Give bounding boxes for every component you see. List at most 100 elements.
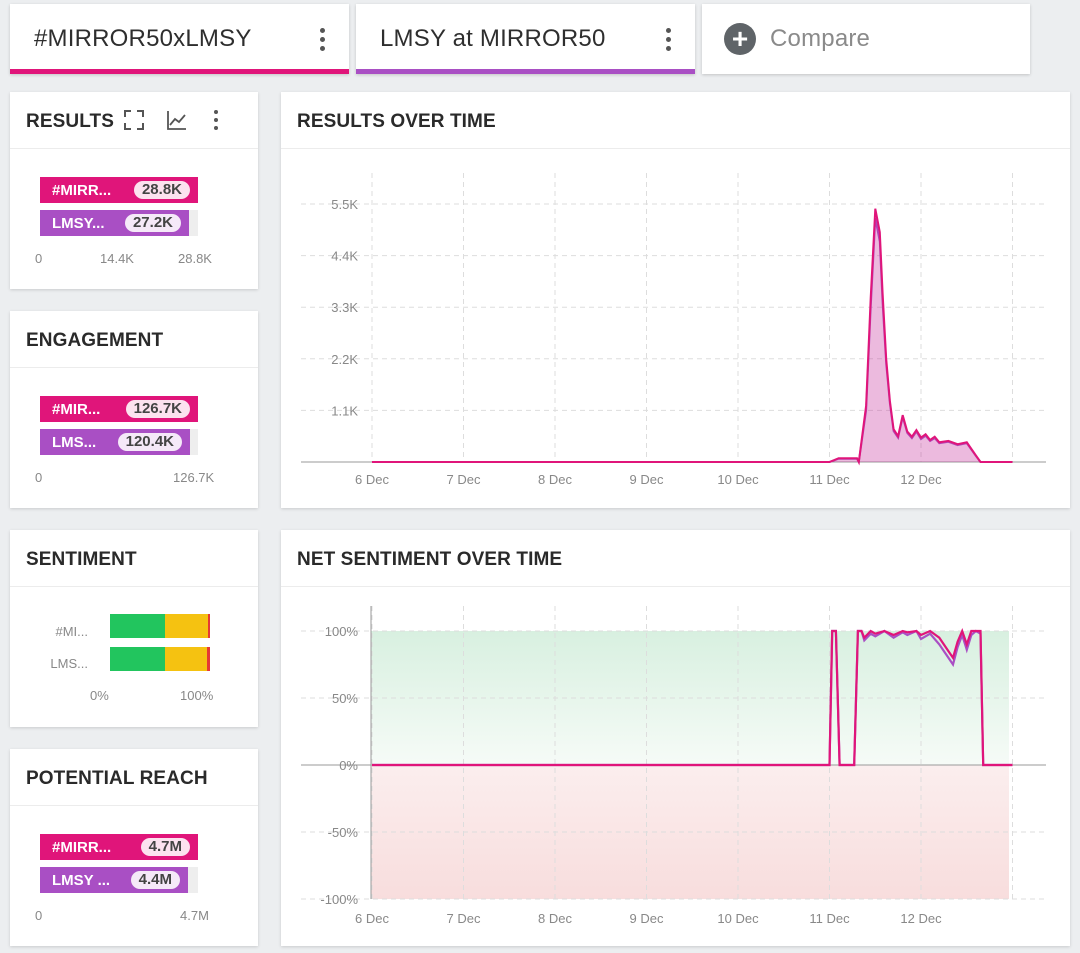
series-line xyxy=(372,217,1013,466)
y-tick-label: 3.3K xyxy=(331,300,358,315)
x-tick-label: 11 Dec xyxy=(809,911,850,926)
x-tick-label: 8 Dec xyxy=(538,472,572,487)
x-tick-label: 8 Dec xyxy=(538,911,572,926)
y-tick-label: 0% xyxy=(339,758,358,773)
x-tick-label: 9 Dec xyxy=(630,472,664,487)
neutral-segment xyxy=(165,647,207,671)
x-tick-label: 12 Dec xyxy=(900,911,942,926)
y-tick-label: 2.2K xyxy=(331,352,358,367)
reach-bar-lmsy[interactable]: LMSY ... 4.4M xyxy=(40,867,188,893)
net-sentiment-over-time-title: NET SENTIMENT OVER TIME xyxy=(297,549,563,570)
bar-value: 126.7K xyxy=(125,400,190,418)
tab-color-bar xyxy=(10,69,349,74)
axis-tick: 0% xyxy=(90,688,109,703)
potential-reach-title: POTENTIAL REACH xyxy=(26,768,208,789)
engagement-bar-lmsy[interactable]: LMS... 120.4K xyxy=(40,429,190,455)
x-tick-label: 9 Dec xyxy=(630,911,664,926)
bar-label: LMSY ... xyxy=(52,871,111,889)
y-tick-label: 100% xyxy=(325,624,359,639)
x-tick-label: 7 Dec xyxy=(447,911,481,926)
x-tick-label: 12 Dec xyxy=(900,472,942,487)
results-bar-lmsy[interactable]: LMSY... 27.2K xyxy=(40,210,189,236)
net-sentiment-over-time-card: NET SENTIMENT OVER TIME 100% 50% 0% -50% -10… xyxy=(281,530,1070,946)
x-tick-label: 6 Dec xyxy=(355,472,389,487)
negative-segment xyxy=(208,614,210,638)
axis-tick: 4.7M xyxy=(180,908,209,923)
net-sentiment-over-time-chart[interactable]: 100% 50% 0% -50% -100% 6 Dec 7 Dec 8 Dec 9 Dec 10… xyxy=(281,586,1070,946)
y-tick-label: -50% xyxy=(328,825,359,840)
y-tick-label: 4.4K xyxy=(331,249,358,264)
axis-tick: 126.7K xyxy=(173,470,215,485)
sentiment-bar-lmsy[interactable] xyxy=(110,647,210,671)
results-over-time-card: RESULTS OVER TIME 1.1K 2.2K 3.3K 4.4K 5.5K 6 … xyxy=(281,92,1070,508)
axis-tick: 0 xyxy=(35,908,43,923)
bar-label: LMS... xyxy=(52,433,97,451)
engagement-bar-mirror[interactable]: #MIR... 126.7K xyxy=(40,396,198,422)
positive-segment xyxy=(110,614,165,638)
sentiment-title: SENTIMENT xyxy=(26,549,137,570)
axis-tick: 28.8K xyxy=(178,251,212,266)
more-vert-icon[interactable] xyxy=(653,24,683,54)
bar-value: 4.4M xyxy=(130,871,180,889)
divider xyxy=(10,148,258,149)
divider xyxy=(281,148,1070,149)
y-tick-label: 1.1K xyxy=(331,403,358,418)
tab-label: LMSY at MIRROR50 xyxy=(380,25,606,52)
x-tick-label: 10 Dec xyxy=(717,472,759,487)
sentiment-row-label: #MI... xyxy=(55,624,88,639)
sentiment-card: SENTIMENT #MI... LMS... 0% 100% xyxy=(10,530,258,727)
axis-tick: 0 xyxy=(35,251,43,266)
x-tick-label: 10 Dec xyxy=(717,911,759,926)
axis-tick: 100% xyxy=(180,688,214,703)
divider xyxy=(10,805,258,806)
results-bar-mirror[interactable]: #MIRR... 28.8K xyxy=(40,177,198,203)
x-tick-label: 6 Dec xyxy=(355,911,389,926)
bar-value: 28.8K xyxy=(133,181,190,199)
bar-label: #MIRR... xyxy=(52,181,112,199)
series-line xyxy=(372,627,1013,767)
more-vert-icon[interactable] xyxy=(307,24,337,54)
series-area xyxy=(372,208,1013,462)
axis-tick: 14.4K xyxy=(100,251,134,266)
positive-segment xyxy=(110,647,165,671)
fullscreen-icon[interactable] xyxy=(123,109,145,131)
tab-lmsy-at-mirror50[interactable]: LMSY at MIRROR50 xyxy=(356,4,695,74)
results-title: RESULTS xyxy=(26,111,114,132)
reach-bar-mirror[interactable]: #MIRR... 4.7M xyxy=(40,834,198,860)
sentiment-row-label: LMS... xyxy=(50,656,88,671)
tab-mirror50xlmsy[interactable]: #MIRROR50xLMSY xyxy=(10,4,349,74)
series-line xyxy=(372,208,1013,466)
y-tick-label: 5.5K xyxy=(331,197,358,212)
line-chart-icon[interactable] xyxy=(166,109,188,131)
bar-value: 4.7M xyxy=(140,838,190,856)
bar-value: 27.2K xyxy=(124,214,181,232)
compare-label: Compare xyxy=(770,25,871,52)
bar-label: #MIRR... xyxy=(52,838,112,856)
divider xyxy=(10,586,258,587)
divider xyxy=(10,367,258,368)
results-over-time-title: RESULTS OVER TIME xyxy=(297,111,496,132)
engagement-card: ENGAGEMENT #MIR... 126.7K LMS... 120.4K … xyxy=(10,311,258,508)
negative-segment xyxy=(207,647,210,671)
potential-reach-card: POTENTIAL REACH #MIRR... 4.7M LMSY ... 4… xyxy=(10,749,258,946)
more-vert-icon[interactable] xyxy=(214,110,218,130)
x-tick-label: 11 Dec xyxy=(809,472,850,487)
compare-button[interactable]: + Compare xyxy=(702,4,1030,74)
series-area xyxy=(372,218,1013,462)
engagement-title: ENGAGEMENT xyxy=(26,330,164,351)
neutral-segment xyxy=(165,614,208,638)
bar-label: #MIR... xyxy=(52,400,101,418)
bar-value: 120.4K xyxy=(117,433,182,451)
tab-label: #MIRROR50xLMSY xyxy=(34,25,252,52)
results-over-time-chart[interactable]: 1.1K 2.2K 3.3K 4.4K 5.5K 6 Dec 7 Dec 8 Dec 9 Dec… xyxy=(281,148,1070,508)
x-tick-label: 7 Dec xyxy=(447,472,481,487)
tab-color-bar xyxy=(356,69,695,74)
sentiment-bar-mirror[interactable] xyxy=(110,614,210,638)
results-card: RESULTS #MIRR... 28.8K LMSY... 27.2K 0 1… xyxy=(10,92,258,289)
divider xyxy=(281,586,1070,587)
plus-circle-icon: + xyxy=(724,23,756,55)
y-tick-label: -100% xyxy=(320,892,358,907)
axis-tick: 0 xyxy=(35,470,43,485)
y-tick-label: 50% xyxy=(332,691,358,706)
bar-label: LMSY... xyxy=(52,214,105,232)
